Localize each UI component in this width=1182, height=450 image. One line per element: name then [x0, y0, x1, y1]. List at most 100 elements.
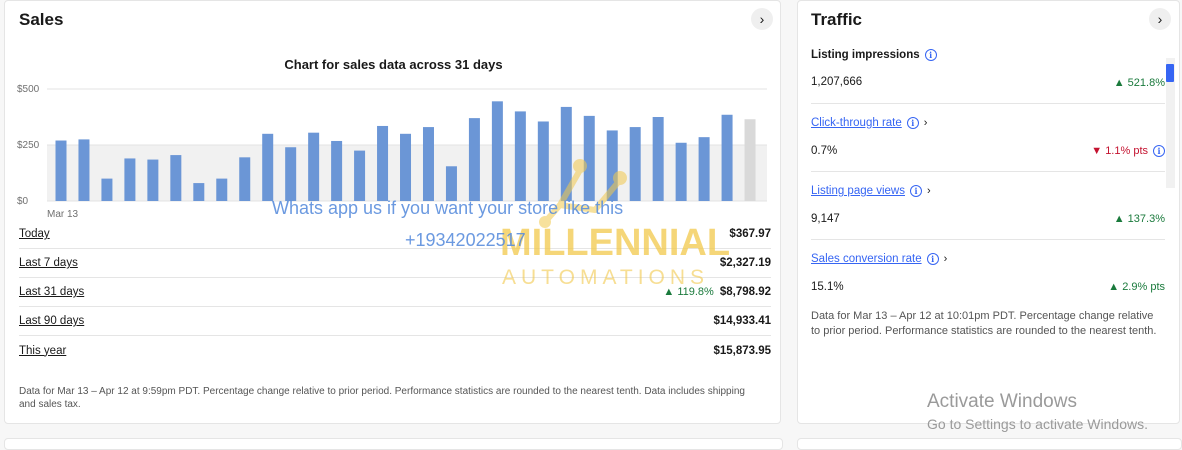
metric-value: 9,147	[811, 213, 840, 225]
sales-row-value: $15,873.95	[713, 344, 771, 357]
chart-bar	[491, 101, 503, 201]
y-tick-label: $250	[17, 140, 40, 151]
sales-row-link[interactable]: Last 31 days	[19, 286, 85, 298]
sales-bar-chart: $500 $250 $0 Mar 13	[17, 84, 767, 220]
metric-link[interactable]: Listing page views	[811, 185, 905, 197]
chart-bar	[101, 178, 113, 201]
sales-row-link[interactable]: Last 90 days	[19, 315, 85, 327]
sales-row-value: $8,798.92	[719, 286, 771, 298]
chart-bar	[422, 127, 434, 201]
watermark-text: Whats app us if you want your store like…	[272, 198, 624, 218]
next-card-top	[4, 438, 783, 450]
sales-row-value: $367.97	[729, 228, 771, 240]
chart-bar	[124, 158, 136, 201]
chart-bar	[560, 106, 572, 201]
divider	[811, 171, 1165, 172]
chart-bar	[308, 132, 320, 201]
metric-label-sales-conversion-rate: Sales conversion rate i ›	[811, 253, 947, 265]
chevron-right-icon[interactable]: ›	[943, 253, 948, 265]
metric-link[interactable]: Click-through rate	[811, 117, 902, 129]
chart-bar	[285, 147, 297, 201]
chart-bar	[652, 117, 664, 201]
divider	[811, 239, 1165, 240]
sales-card: Sales › Chart for sales data across 31 d…	[4, 0, 781, 424]
chevron-right-icon[interactable]: ›	[923, 117, 928, 129]
metric-value: 1,207,666	[811, 76, 863, 88]
sales-row-value: $2,327.19	[719, 257, 771, 269]
y-tick-label: $500	[17, 84, 40, 95]
metric-change: ▼ 1.1% pts	[1091, 145, 1148, 157]
chart-bar	[629, 127, 641, 201]
info-icon[interactable]: i	[906, 117, 919, 129]
chart-bar	[78, 139, 90, 201]
chart-bar	[331, 140, 343, 201]
metric-change: ▲ 2.9% pts	[1108, 281, 1165, 293]
sales-footnote: Data for Mar 13 – Apr 12 at 9:59pm PDT. …	[19, 386, 745, 410]
sales-row-link[interactable]: Today	[19, 228, 50, 240]
watermark-brand: MILLENNIAL	[500, 222, 731, 264]
sales-row-value: $14,933.41	[713, 315, 771, 327]
chart-bar	[55, 140, 67, 201]
chart-bar	[468, 118, 480, 201]
metric-change: ▲ 137.3%	[1113, 213, 1165, 225]
metric-value: 15.1%	[811, 281, 844, 293]
watermark-brand-sub: AUTOMATIONS	[502, 266, 710, 289]
chart-bar	[698, 137, 710, 201]
traffic-footnote: Data for Mar 13 – Apr 12 at 10:01pm PDT.…	[811, 310, 1157, 337]
activate-windows-title: Activate Windows	[927, 391, 1077, 412]
metric-link[interactable]: Sales conversion rate	[811, 253, 922, 265]
watermark-logo-icon	[539, 159, 627, 228]
metric-label-listing-page-views: Listing page views i ›	[811, 185, 931, 197]
traffic-title: Traffic	[811, 10, 863, 29]
info-icon[interactable]: i	[909, 185, 922, 197]
traffic-chevron-icon[interactable]: ›	[1149, 8, 1171, 30]
info-icon[interactable]: i	[924, 49, 937, 61]
chart-bar	[514, 111, 526, 201]
metric-label-text: Listing impressions	[811, 49, 920, 61]
y-tick-label: $0	[17, 196, 29, 207]
chart-bar	[216, 178, 228, 201]
info-icon[interactable]: i	[1153, 145, 1165, 157]
chart-bar	[744, 119, 756, 201]
chevron-right-icon[interactable]: ›	[926, 185, 931, 197]
sales-row-today: Today $367.97	[19, 220, 771, 249]
scrollbar-track[interactable]	[1166, 58, 1175, 188]
watermark-phone: +19342022517	[405, 230, 526, 250]
chart-bar	[537, 121, 549, 201]
sales-row-last-31-days: Last 31 days ▲ 119.8% $8,798.92	[19, 278, 771, 307]
sales-row-last-90-days: Last 90 days $14,933.41	[19, 307, 771, 336]
chart-bar	[721, 114, 733, 201]
metric-label-listing-impressions: Listing impressions i	[811, 49, 937, 61]
chart-bar	[606, 130, 618, 201]
x-tick-label: Mar 13	[47, 209, 79, 220]
sales-row-link[interactable]: This year	[19, 344, 67, 357]
sales-row-last-7-days: Last 7 days $2,327.19	[19, 249, 771, 278]
sales-chevron-icon[interactable]: ›	[751, 8, 773, 30]
info-icon[interactable]: i	[926, 253, 939, 265]
chart-bar	[170, 155, 182, 201]
next-card-top	[797, 438, 1182, 450]
chart-bar	[262, 133, 274, 201]
sales-title: Sales	[19, 10, 64, 29]
chart-title: Chart for sales data across 31 days	[284, 57, 503, 72]
metric-value: 0.7%	[811, 145, 838, 157]
metric-change: ▲ 521.8%	[1113, 77, 1165, 89]
chart-bar	[193, 183, 205, 201]
sales-row-change: ▲ 119.8%	[663, 286, 714, 298]
chart-bar	[583, 115, 595, 201]
chart-bar	[445, 166, 457, 201]
traffic-card: Traffic › Listing impressions i 1,207,66…	[797, 0, 1180, 424]
chart-bar	[239, 157, 251, 201]
chart-bar	[147, 159, 159, 201]
metric-label-click-through-rate: Click-through rate i ›	[811, 117, 927, 129]
sales-row-this-year: This year $15,873.95	[19, 336, 771, 365]
chart-bar	[354, 150, 366, 201]
chart-bar	[675, 142, 687, 201]
chart-bar	[400, 133, 412, 201]
divider	[811, 103, 1165, 104]
sales-row-link[interactable]: Last 7 days	[19, 257, 78, 269]
chart-bar	[377, 125, 389, 201]
metric-change-wrap: ▼ 1.1% pts i	[1091, 145, 1165, 157]
scrollbar-thumb[interactable]	[1166, 64, 1174, 82]
activate-windows-subtitle: Go to Settings to activate Windows.	[927, 416, 1148, 432]
